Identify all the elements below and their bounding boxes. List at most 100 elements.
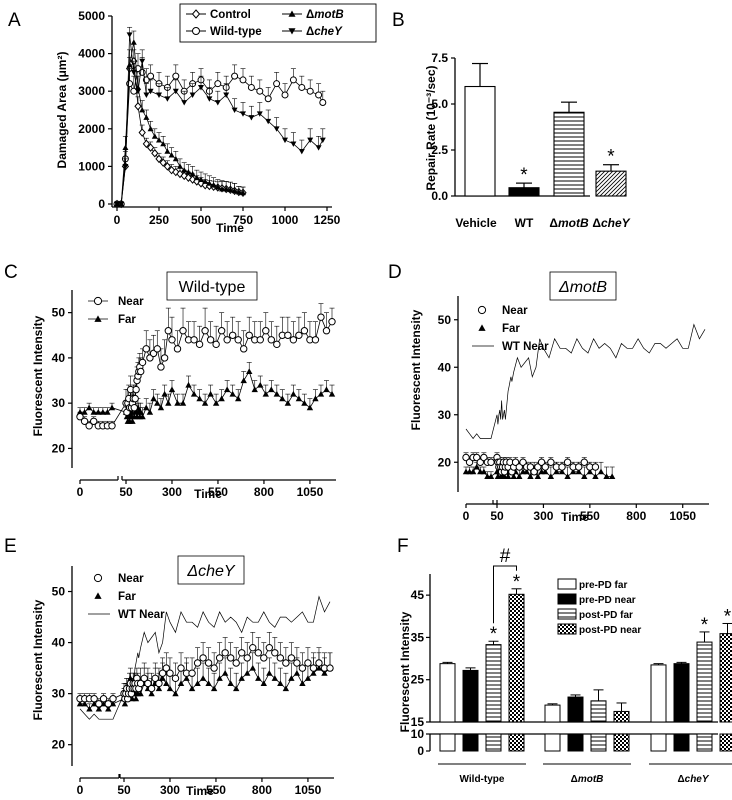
panel-b-significance: * xyxy=(607,147,615,168)
panel-e-near-point xyxy=(287,654,296,662)
panel-d-far-point xyxy=(534,473,542,480)
panel-d-near-point xyxy=(480,453,488,462)
panel-e-far-point xyxy=(155,685,163,692)
panel-e-x-tick-label: 50 xyxy=(117,783,131,797)
panel-a-chey-point xyxy=(198,85,204,91)
panel-c-far-point xyxy=(185,381,192,388)
panel-c-far-point xyxy=(295,395,303,402)
panel-d-near-point xyxy=(465,458,474,466)
panel-c-label: C xyxy=(4,262,18,283)
panel-d-far-point xyxy=(569,468,577,475)
panel-e-title-box xyxy=(177,555,245,585)
panel-d-far-point xyxy=(597,468,605,475)
panel-a-chey-point xyxy=(240,111,246,117)
panel-e-near-point xyxy=(282,659,290,667)
panel-a-chey-point xyxy=(156,92,162,98)
panel-e-near-point xyxy=(136,679,145,688)
panel-c-far-point xyxy=(279,395,286,402)
panel-a-control-point xyxy=(134,101,142,111)
panel-d-far-point xyxy=(575,468,582,475)
panel-a-chey-point xyxy=(172,88,179,95)
panel-a-chey-point xyxy=(315,145,322,151)
panel-a-chey-point xyxy=(118,201,125,207)
panel-f-bar xyxy=(508,593,525,723)
panel-e-near-point xyxy=(315,659,323,667)
panel-e-far-point xyxy=(95,705,103,712)
panel-a-wildtype-point xyxy=(147,72,155,80)
panel-d-near-point xyxy=(563,458,572,466)
panel-d-far-point xyxy=(603,473,610,480)
panel-a-motb-point xyxy=(122,144,129,150)
panel-a-wildtype-point xyxy=(306,87,314,95)
panel-a-motb-point xyxy=(156,137,162,143)
panel-e-far-point xyxy=(132,695,140,702)
panel-a-motb-point xyxy=(126,61,133,68)
panel-c-far-point xyxy=(104,409,111,415)
panel-d-far-point xyxy=(469,468,477,475)
panel-d-x-tick-label: 800 xyxy=(626,509,646,523)
panel-e-title: ΔcheY xyxy=(186,563,236,580)
panel-b-bar xyxy=(595,170,627,197)
panel-e-far-point xyxy=(172,690,179,697)
panel-a-chey-point xyxy=(214,100,221,106)
panel-c-far-point xyxy=(168,386,176,393)
panel-e-far-point xyxy=(299,680,306,686)
panel-a-motb-point xyxy=(219,185,225,192)
panel-d: D ΔmotB Fluorescent Intensity Time 20 30 4… xyxy=(388,262,709,524)
legend-label: Near xyxy=(118,296,144,308)
legend-label: post-PD near xyxy=(579,625,641,636)
cat-delta: Δ xyxy=(549,216,558,230)
legend-label: post-PD far xyxy=(579,610,633,621)
panel-f-significance: * xyxy=(513,572,521,593)
panel-a-chey-line xyxy=(117,34,324,205)
panel-f-bar-stub xyxy=(544,733,561,752)
panel-a-motb-point xyxy=(231,187,238,194)
panel-c-far-point xyxy=(143,404,150,411)
panel-e-far-point xyxy=(210,685,218,692)
group-gene: motB xyxy=(578,774,604,785)
legend-label: Control xyxy=(210,9,251,21)
panel-e-far-point xyxy=(81,700,88,707)
panel-c-near-point xyxy=(164,327,173,335)
legend-marker xyxy=(478,324,486,331)
panel-f-bar xyxy=(650,664,667,723)
panel-d-near-point xyxy=(537,458,546,466)
panel-c-near-point xyxy=(80,417,89,425)
panel-a-motb-point xyxy=(235,188,242,195)
panel-c-near-point xyxy=(108,422,116,430)
panel-c-x-tick-label: 0 xyxy=(77,485,84,499)
panel-c-near-point xyxy=(245,331,253,339)
panel-c-near-point xyxy=(173,345,182,353)
panel-d-far-point xyxy=(558,468,566,475)
panel-e-far-point xyxy=(205,680,212,686)
panel-f-bar xyxy=(462,669,479,723)
panel-a-x-tick-label: 250 xyxy=(149,213,169,227)
legend-label: WT Near xyxy=(502,341,549,353)
panel-c-far-point xyxy=(284,399,292,406)
panel-a-wildtype-point xyxy=(231,72,239,80)
panel-c-far-point xyxy=(328,390,336,397)
panel-a-chey-point xyxy=(298,148,305,155)
panel-f-bar xyxy=(544,704,561,723)
panel-a-y-tick-label: 3000 xyxy=(78,84,105,98)
panel-a-chey-point xyxy=(282,137,288,144)
panel-a-chey-point xyxy=(139,58,146,65)
panel-a-y-tick-label: 4000 xyxy=(78,47,105,61)
panel-a-wildtype-point xyxy=(281,91,289,99)
panel-a-chey-point xyxy=(164,96,171,102)
panel-d-near-point xyxy=(462,453,470,462)
panel-a-x-tick-label: 500 xyxy=(191,213,211,227)
panel-a-motb-point xyxy=(193,174,200,181)
panel-e-near-point xyxy=(232,659,240,667)
panel-e-y-axis-label: Fluorescent Intensity xyxy=(31,599,45,720)
panel-c-x-tick-label: 50 xyxy=(119,485,133,499)
panel-c-far-point xyxy=(273,390,281,397)
panel-e-series xyxy=(76,595,334,720)
panel-c-x-tick-label: 800 xyxy=(254,485,274,499)
panel-c-near-point xyxy=(157,363,165,371)
panel-d-y-tick-label: 20 xyxy=(438,455,452,469)
panel-e-x-tick-label: 800 xyxy=(252,783,272,797)
panel-e-far-point xyxy=(163,680,170,686)
panel-d-far-point xyxy=(586,468,594,475)
panel-c-y-axis-label: Fluorescent Intensity xyxy=(31,315,45,436)
